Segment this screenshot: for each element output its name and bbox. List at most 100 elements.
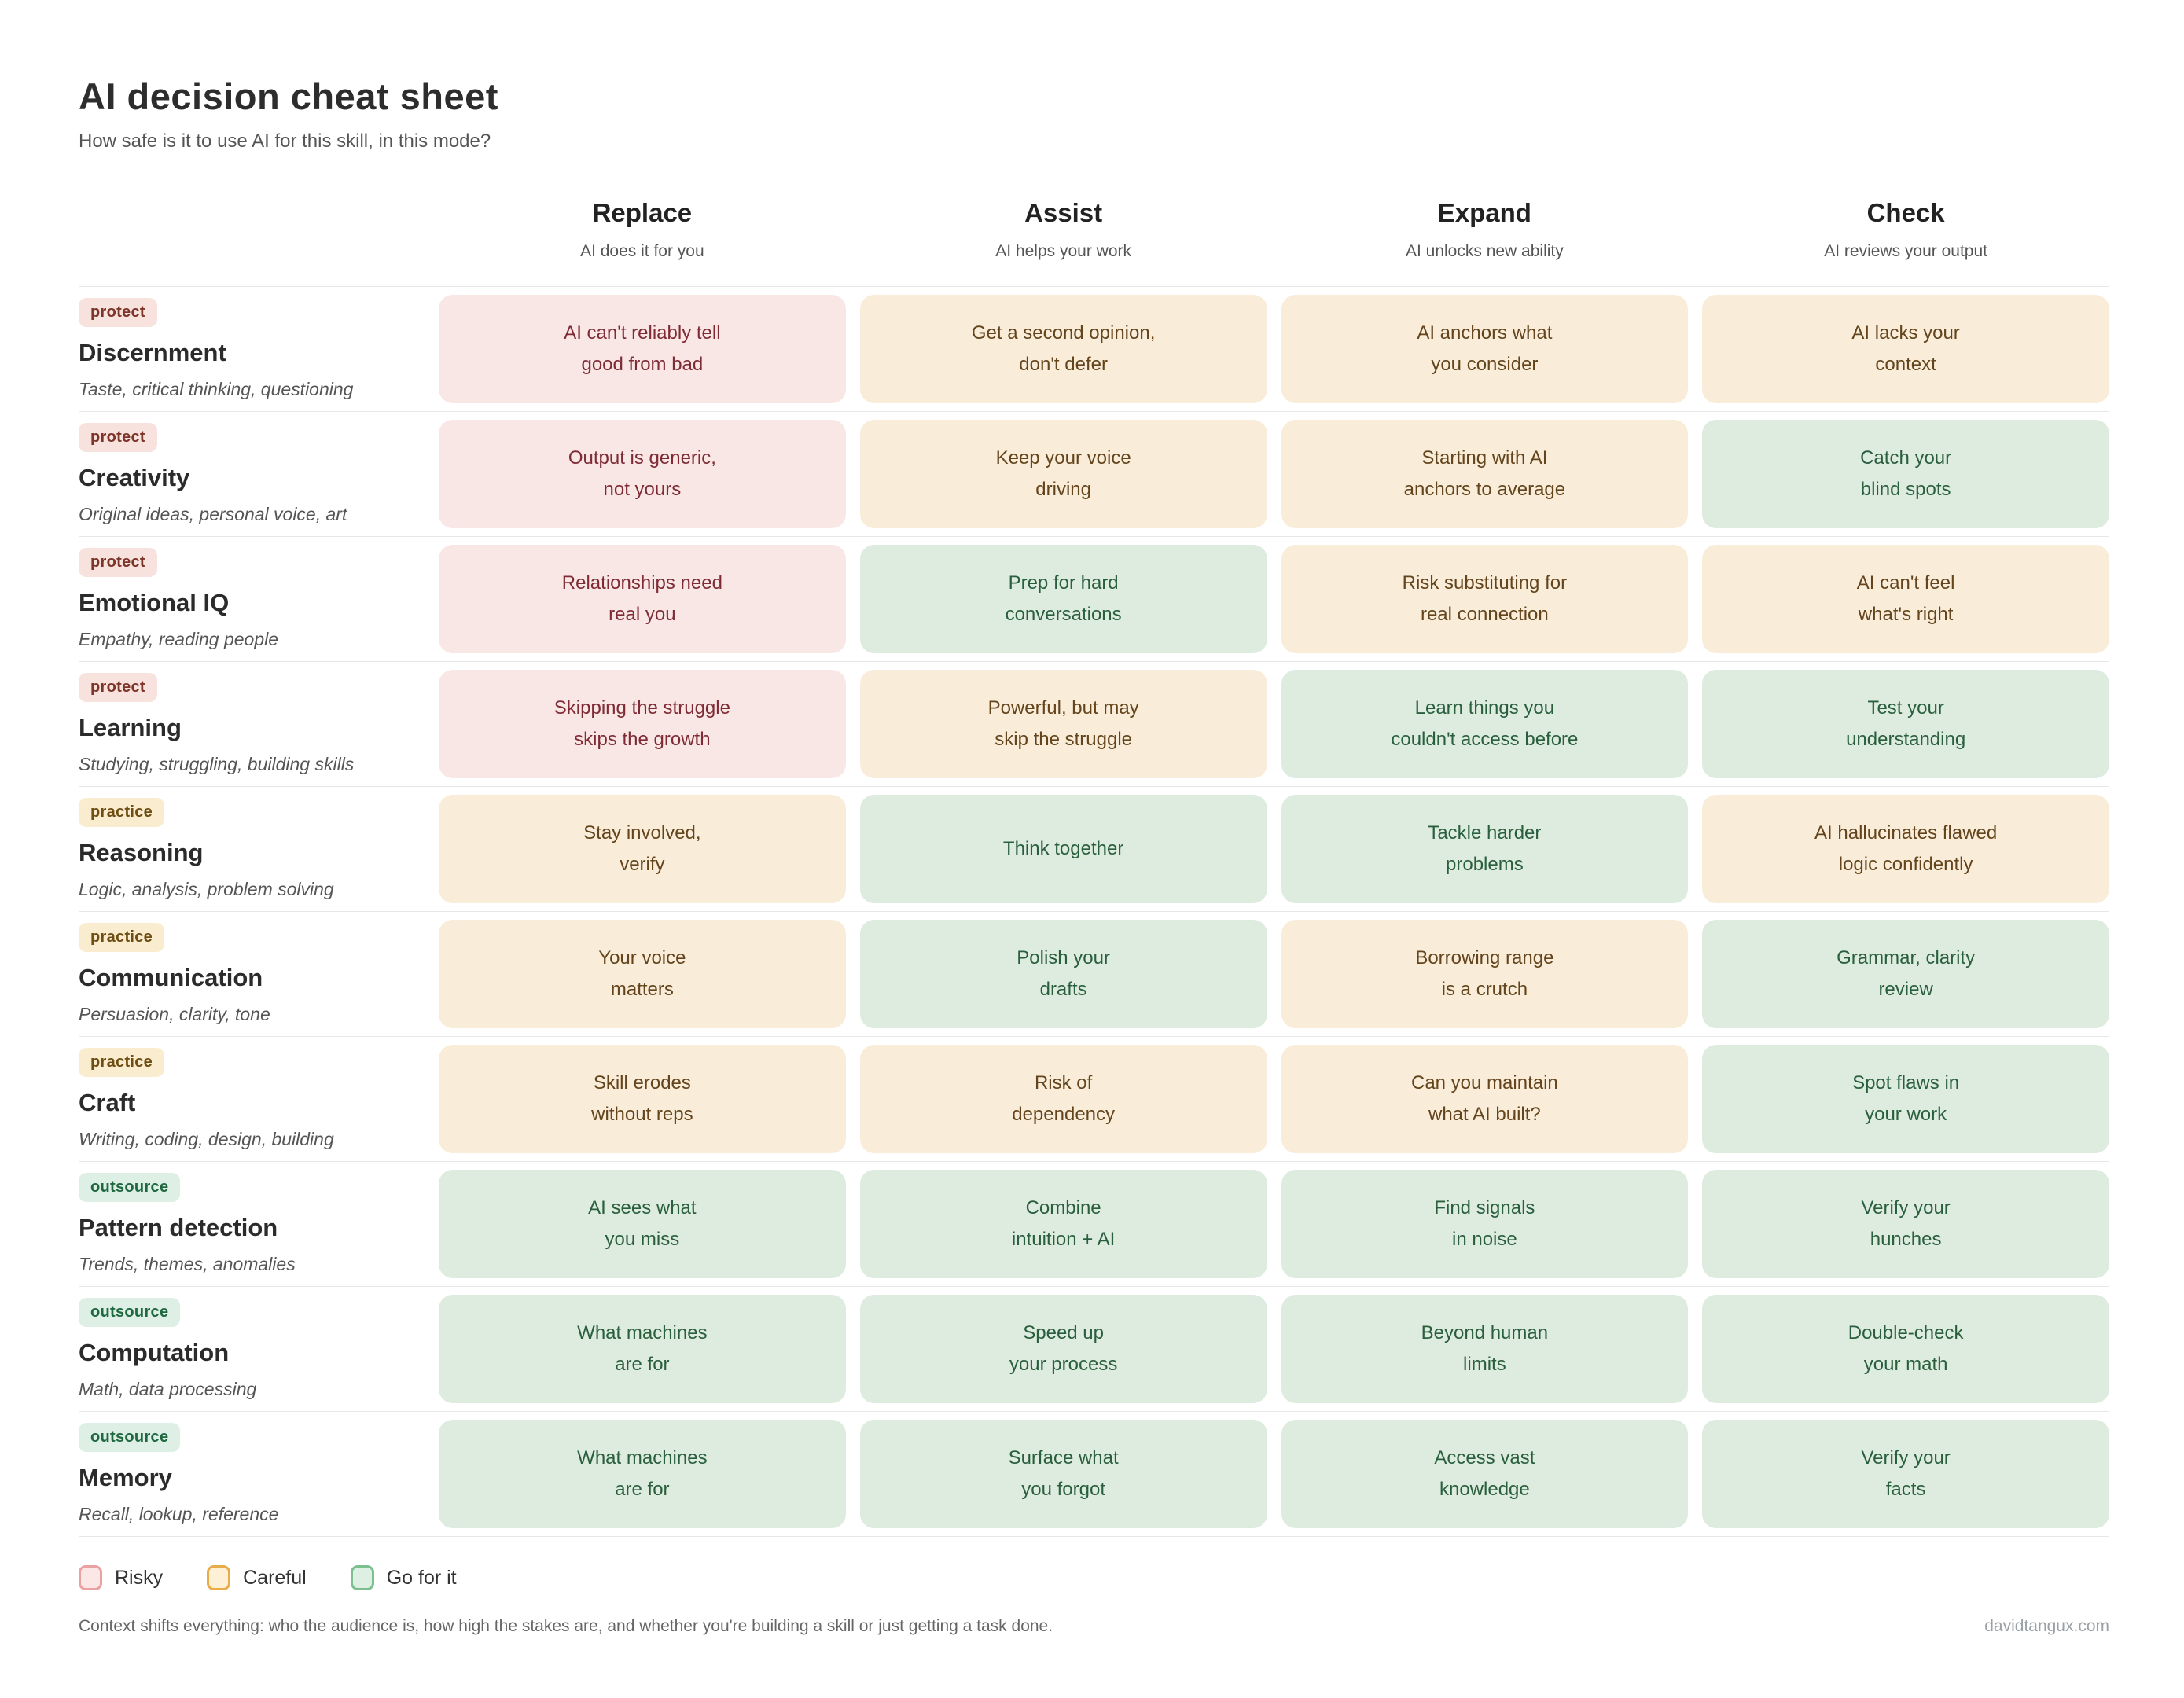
matrix-row: practice Craft Writing, coding, design, … (79, 1036, 2109, 1161)
matrix-cell: Powerful, but may skip the struggle (859, 670, 1267, 778)
matrix-row: practice Reasoning Logic, analysis, prob… (79, 786, 2109, 911)
matrix-cell: Catch your blind spots (1702, 420, 2109, 528)
matrix-cell: AI anchors what you consider (1281, 295, 1689, 403)
matrix-cell: Grammar, clarity review (1702, 920, 2109, 1028)
matrix-row: protect Learning Studying, struggling, b… (79, 661, 2109, 786)
legend-label: Go for it (386, 1566, 457, 1589)
matrix-cell: Borrowing range is a crutch (1281, 920, 1689, 1028)
matrix-cell: AI hallucinates flawed logic confidently (1702, 795, 2109, 903)
matrix-cell: Access vast knowledge (1281, 1420, 1689, 1528)
legend-label: Careful (243, 1566, 307, 1589)
skill-name: Creativity (79, 464, 190, 491)
matrix-cell: Combine intuition + AI (859, 1170, 1267, 1278)
matrix-cell: Skipping the struggle skips the growth (439, 670, 846, 778)
matrix-cell: Surface what you forgot (859, 1420, 1267, 1528)
matrix-cell: Find signals in noise (1281, 1170, 1689, 1278)
column-header-spacer (79, 198, 425, 261)
row-label: protect Learning Studying, struggling, b… (79, 670, 425, 778)
skill-name: Communication (79, 964, 263, 991)
matrix-cell: AI can't reliably tell good from bad (439, 295, 846, 403)
matrix-cell: What machines are for (439, 1295, 846, 1403)
matrix-cell: Verify your facts (1702, 1420, 2109, 1528)
skill-description: Math, data processing (79, 1379, 257, 1399)
column-sublabel: AI does it for you (580, 242, 704, 260)
skill-name: Reasoning (79, 839, 204, 866)
matrix-cell: Output is generic, not yours (439, 420, 846, 528)
matrix-cell: Verify your hunches (1702, 1170, 2109, 1278)
row-label: practice Reasoning Logic, analysis, prob… (79, 795, 425, 903)
matrix-cell: Think together (859, 795, 1267, 903)
skill-description: Original ideas, personal voice, art (79, 504, 347, 524)
category-badge: protect (79, 548, 157, 577)
matrix-cell: Tackle harder problems (1281, 795, 1689, 903)
cheat-sheet-page: AI decision cheat sheet How safe is it t… (79, 75, 2109, 1636)
matrix-cell: Starting with AI anchors to average (1281, 420, 1689, 528)
row-label: protect Emotional IQ Empathy, reading pe… (79, 545, 425, 653)
skill-description: Writing, coding, design, building (79, 1129, 334, 1149)
skill-description: Trends, themes, anomalies (79, 1254, 296, 1274)
matrix-row: outsource Memory Recall, lookup, referen… (79, 1411, 2109, 1536)
legend-label: Risky (115, 1566, 164, 1589)
column-header-assist: Assist AI helps your work (860, 198, 1267, 261)
footer-note: Context shifts everything: who the audie… (79, 1617, 1053, 1635)
matrix-cell: Spot flaws in your work (1702, 1045, 2109, 1153)
matrix-cell: Skill erodes without reps (439, 1045, 846, 1153)
category-badge: practice (79, 1048, 165, 1077)
matrix-cell: Prep for hard conversations (859, 545, 1267, 653)
matrix-cell: AI sees what you miss (439, 1170, 846, 1278)
skill-name: Discernment (79, 339, 226, 366)
column-label: Replace (592, 198, 693, 227)
skill-name: Memory (79, 1464, 172, 1491)
column-header-replace: Replace AI does it for you (439, 198, 846, 261)
skill-description: Taste, critical thinking, questioning (79, 379, 354, 399)
column-label: Expand (1437, 198, 1531, 227)
column-header-row: Replace AI does it for you Assist AI helps … (79, 198, 2109, 261)
matrix-cell: Risk substituting for real connection (1281, 545, 1689, 653)
row-label: outsource Pattern detection Trends, them… (79, 1170, 425, 1278)
category-badge: protect (79, 423, 157, 452)
matrix-row: outsource Pattern detection Trends, them… (79, 1161, 2109, 1286)
matrix-cell: AI lacks your context (1702, 295, 2109, 403)
category-badge: outsource (79, 1423, 181, 1452)
column-label: Check (1866, 198, 1945, 227)
category-badge: protect (79, 298, 157, 327)
column-sublabel: AI reviews your output (1824, 242, 1987, 260)
matrix-cell: Beyond human limits (1281, 1295, 1689, 1403)
column-label: Assist (1024, 198, 1103, 227)
skill-name: Learning (79, 714, 182, 741)
matrix-cell: Get a second opinion, don't defer (859, 295, 1267, 403)
matrix-row: practice Communication Persuasion, clari… (79, 911, 2109, 1036)
legend-item-go: Go for it (350, 1565, 457, 1590)
category-badge: practice (79, 923, 165, 952)
legend-item-careful: Careful (207, 1565, 307, 1590)
legend-item-risky: Risky (79, 1565, 163, 1590)
row-label: protect Discernment Taste, critical thin… (79, 295, 425, 403)
legend: Risky Careful Go for it (79, 1565, 2109, 1590)
matrix-cell: Stay involved, verify (439, 795, 846, 903)
row-label: outsource Computation Math, data process… (79, 1295, 425, 1403)
matrix-row: protect Emotional IQ Empathy, reading pe… (79, 536, 2109, 661)
footer-credit: davidtangux.com (1984, 1617, 2109, 1635)
skill-name: Pattern detection (79, 1214, 278, 1241)
matrix-cell: Double-check your math (1702, 1295, 2109, 1403)
footer: Context shifts everything: who the audie… (79, 1617, 2109, 1636)
matrix-cell: Speed up your process (859, 1295, 1267, 1403)
matrix-cell: Relationships need real you (439, 545, 846, 653)
page-title: AI decision cheat sheet (79, 75, 498, 117)
skill-description: Recall, lookup, reference (79, 1504, 279, 1524)
row-label: protect Creativity Original ideas, perso… (79, 420, 425, 528)
category-badge: outsource (79, 1173, 181, 1202)
matrix-cell: Can you maintain what AI built? (1281, 1045, 1689, 1153)
row-label: outsource Memory Recall, lookup, referen… (79, 1420, 425, 1528)
skill-name: Craft (79, 1089, 136, 1116)
category-badge: outsource (79, 1298, 181, 1327)
column-sublabel: AI unlocks new ability (1405, 242, 1564, 260)
page-subtitle: How safe is it to use AI for this skill,… (79, 130, 491, 152)
matrix-cell: Your voice matters (439, 920, 846, 1028)
column-sublabel: AI helps your work (995, 242, 1131, 260)
column-header-expand: Expand AI unlocks new ability (1281, 198, 1689, 261)
skill-description: Empathy, reading people (79, 629, 279, 649)
matrix-row: protect Creativity Original ideas, perso… (79, 411, 2109, 536)
skill-description: Persuasion, clarity, tone (79, 1004, 270, 1024)
decision-matrix: protect Discernment Taste, critical thin… (79, 286, 2109, 1537)
